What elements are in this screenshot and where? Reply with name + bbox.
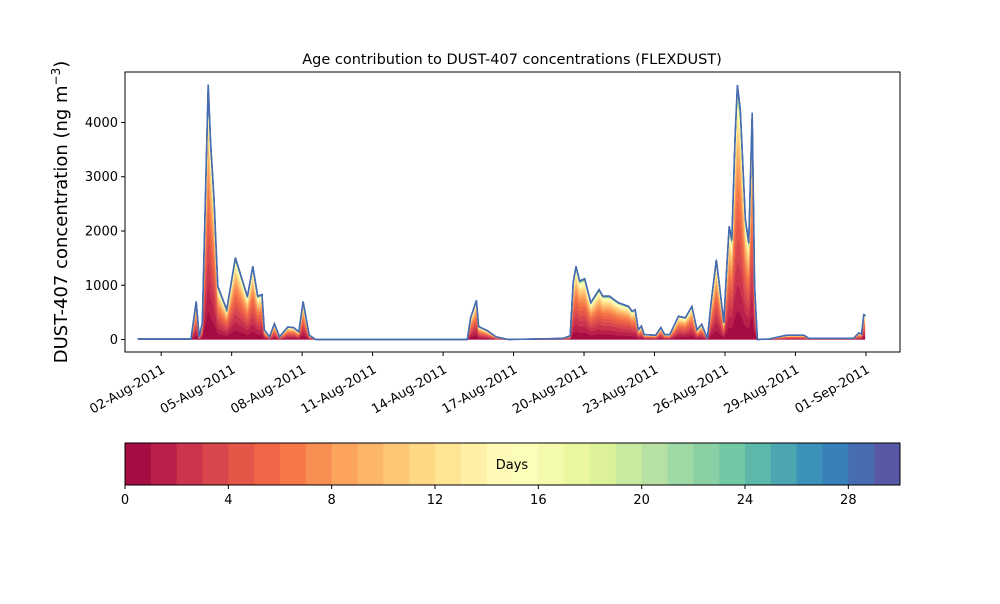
colorbar-segment (305, 443, 333, 485)
colorbar-segment (796, 443, 823, 485)
colorbar-segment (745, 443, 772, 485)
colorbar-segment (822, 443, 849, 485)
plot-frame (124, 71, 901, 353)
colorbar-segment (486, 443, 513, 485)
x-tick-label: 01-Sep-2011 (793, 362, 873, 417)
colorbar-segment (874, 443, 901, 485)
colorbar-label: Days (496, 458, 529, 473)
x-tick-label: 29-Aug-2011 (722, 362, 802, 417)
x-tick-label: 17-Aug-2011 (440, 362, 520, 417)
colorbar-segment (357, 443, 384, 485)
colorbar-segment (176, 443, 203, 485)
colorbar-segment (383, 443, 410, 485)
colorbar-segment (848, 443, 875, 485)
chart-title: Age contribution to DUST-407 concentrati… (302, 52, 722, 68)
stacked-area-layers (137, 84, 866, 341)
x-tick-label: 14-Aug-2011 (369, 362, 449, 417)
y-tick-label: 1000 (85, 279, 118, 294)
colorbar-segment (590, 443, 617, 485)
y-tick-label: 4000 (85, 116, 118, 131)
colorbar-segment (254, 443, 281, 485)
x-tick-label: 23-Aug-2011 (581, 362, 661, 417)
x-tick-label: 05-Aug-2011 (158, 362, 238, 417)
colorbar-segment (280, 443, 307, 485)
x-tick-label: 26-Aug-2011 (651, 362, 731, 417)
colorbar-segment (641, 443, 668, 485)
colorbar-tick-label: 0 (121, 493, 129, 508)
colorbar-tick-label: 12 (427, 493, 444, 508)
colorbar-segment (615, 443, 643, 485)
x-tick-label: 11-Aug-2011 (299, 362, 379, 417)
y-tick-label: 2000 (85, 224, 118, 239)
x-tick-label: 20-Aug-2011 (510, 362, 590, 417)
colorbar-tick-label: 16 (530, 493, 547, 508)
colorbar-tick-label: 20 (633, 493, 650, 508)
colorbar-tick-label: 28 (840, 493, 857, 508)
colorbar-segment (770, 443, 798, 485)
colorbar-tick-label: 4 (224, 493, 232, 508)
colorbar-segment (228, 443, 255, 485)
y-axis-label: DUST-407 concentration (ng m−3) (49, 61, 72, 364)
colorbar-segment (512, 443, 539, 485)
colorbar-segment (435, 443, 462, 485)
colorbar: 0 4 8 12 16 20 24 28 (121, 442, 901, 508)
colorbar-segment (719, 443, 746, 485)
colorbar-segment (331, 443, 358, 485)
colorbar-segment (460, 443, 488, 485)
colorbar-segment (150, 443, 178, 485)
x-tick-label: 02-Aug-2011 (87, 362, 167, 417)
y-tick-label: 3000 (85, 170, 118, 185)
colorbar-segment (202, 443, 229, 485)
colorbar-tick-label: 24 (737, 493, 754, 508)
total-concentration-line (137, 84, 866, 341)
colorbar-segment (538, 443, 565, 485)
colorbar-segment (564, 443, 591, 485)
y-axis: 0 1000 2000 3000 4000 (85, 116, 125, 348)
colorbar-segment (667, 443, 694, 485)
colorbar-segment (125, 443, 152, 485)
colorbar-frame (124, 442, 901, 486)
colorbar-tick-label: 8 (328, 493, 336, 508)
colorbar-segment (409, 443, 436, 485)
y-tick-label: 0 (110, 333, 118, 348)
x-axis: 02-Aug-201105-Aug-201108-Aug-201111-Aug-… (87, 352, 872, 417)
colorbar-segment (693, 443, 720, 485)
x-tick-label: 08-Aug-2011 (228, 362, 308, 417)
